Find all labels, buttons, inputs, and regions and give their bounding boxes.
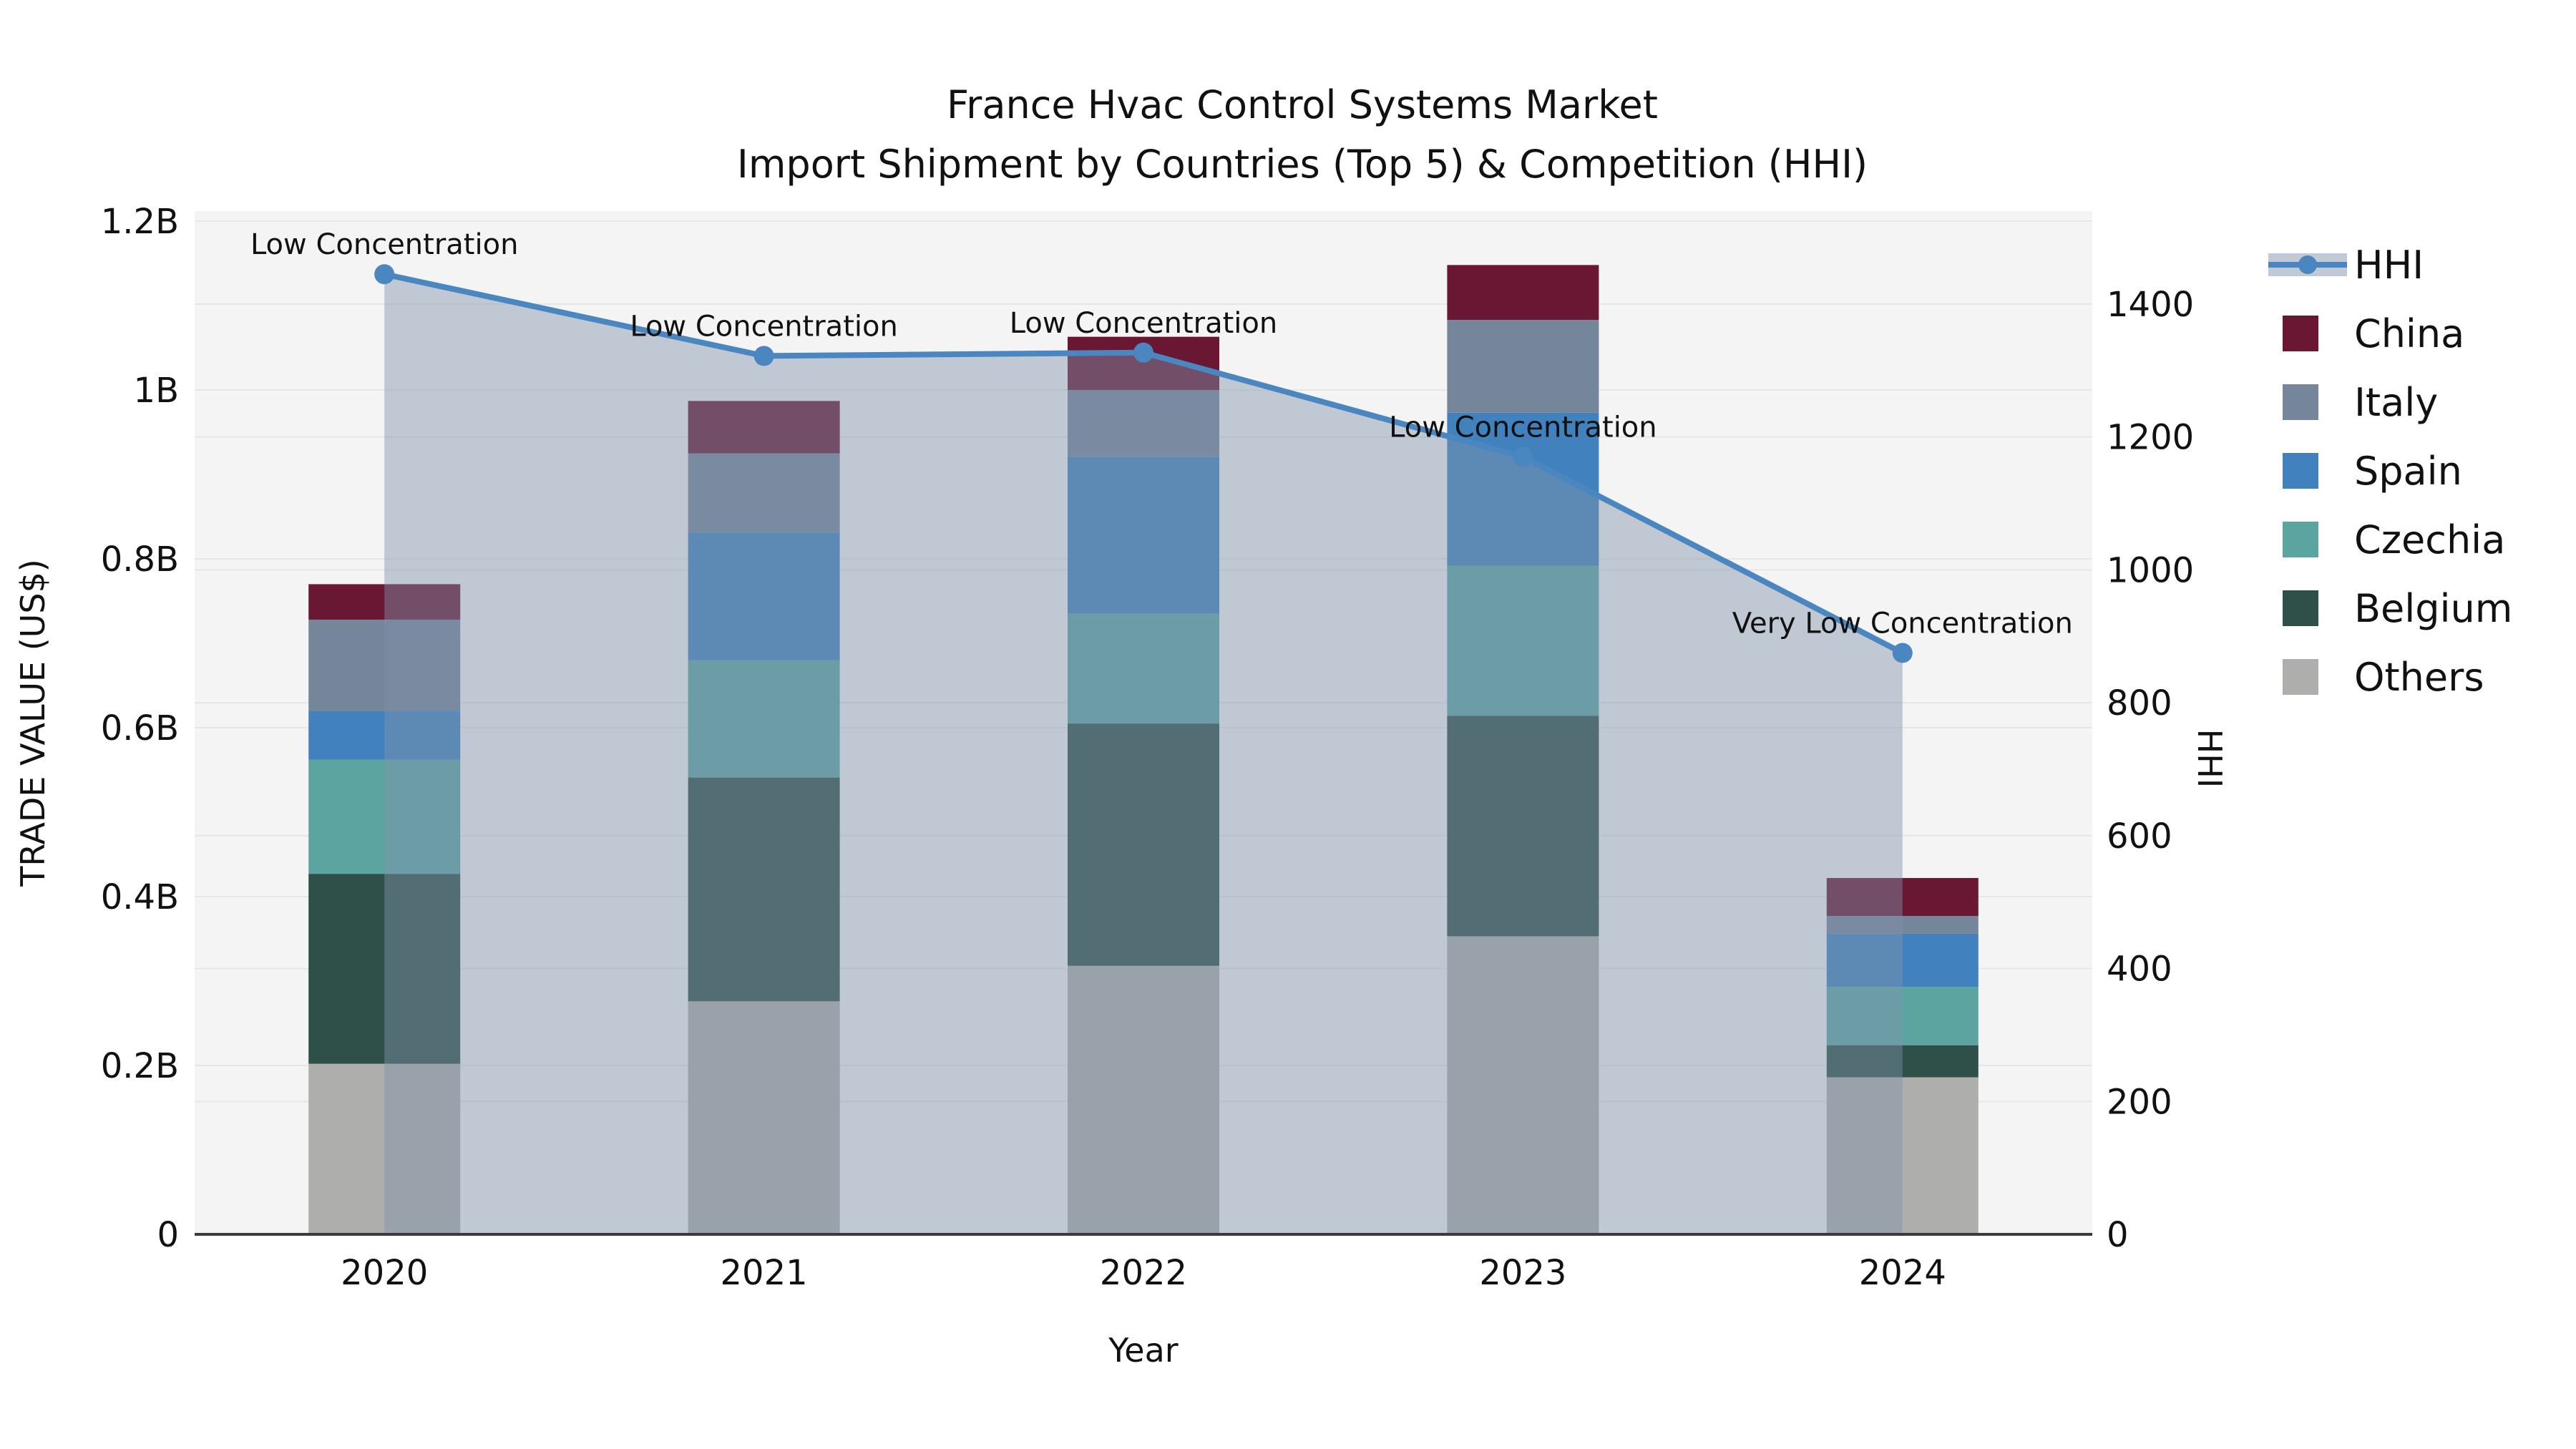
bar-segment-2020-belgium <box>308 874 461 1064</box>
bar-segment-2023-belgium <box>1447 716 1599 937</box>
bar-segment-2021-spain <box>688 532 840 660</box>
hhi-area <box>384 274 1903 1234</box>
annotation-2020: Low Concentration <box>250 228 518 261</box>
bar-segment-2021-belgium <box>688 777 840 1002</box>
bar-segment-2023-italy <box>1447 320 1599 413</box>
left-tick-label: 0.2B <box>101 1046 179 1086</box>
x-tick-label-2023: 2023 <box>1479 1253 1566 1293</box>
bar-segment-2023-china <box>1447 265 1599 321</box>
bar-segment-2024-italy <box>1826 916 1979 934</box>
bar-segment-2020-czechia <box>308 759 461 874</box>
hhi-marker-2022 <box>1133 342 1153 363</box>
bar-segment-2024-czechia <box>1826 987 1979 1045</box>
hhi-annotations: Low Concentration Low Concentration Low Co… <box>250 228 2073 640</box>
right-axis-title: HHI <box>2190 729 2229 789</box>
bar-segment-2023-spain <box>1447 412 1599 566</box>
legend-swatch-spain <box>2283 453 2318 489</box>
bar-segment-2021-czechia <box>688 660 840 778</box>
legend-label-czechia: Czechia <box>2354 517 2505 562</box>
bar-segment-2023-czechia <box>1447 565 1599 716</box>
bar-segment-2022-spain <box>1068 457 1219 614</box>
legend-swatch-belgium <box>2283 590 2318 626</box>
bar-segment-2023-others <box>1447 936 1599 1234</box>
bar-segment-2020-china <box>308 584 461 620</box>
legend-label-hhi: HHI <box>2354 243 2424 288</box>
chart-title: France Hvac Control Systems Market <box>947 82 1658 127</box>
x-tick-label-2024: 2024 <box>1859 1253 1946 1293</box>
x-axis-title: Year <box>1108 1331 1178 1370</box>
legend-label-italy: Italy <box>2354 380 2438 425</box>
bar-segment-2024-spain <box>1826 933 1979 987</box>
annotation-2022: Low Concentration <box>1010 307 1277 340</box>
x-axis-tick-labels: 2020 2021 2022 2023 2024 <box>341 1253 1946 1293</box>
right-tick-label: 400 <box>2107 950 2172 990</box>
annotation-2021: Low Concentration <box>630 310 897 343</box>
left-tick-label: 0.8B <box>101 540 179 580</box>
bar-segment-2021-china <box>688 401 840 454</box>
right-tick-label: 200 <box>2107 1082 2172 1122</box>
bar-segment-2024-belgium <box>1826 1045 1979 1078</box>
legend: HHI China Italy Spain Czechia Belgium Others <box>2268 243 2512 700</box>
left-axis-tick-labels: 0 0.2B 0.4B 0.6B 0.8B 1B 1.2B <box>101 202 179 1255</box>
bar-segment-2021-italy <box>688 453 840 533</box>
legend-swatch-others <box>2283 659 2318 695</box>
x-tick-label-2022: 2022 <box>1100 1253 1187 1293</box>
right-tick-label: 1200 <box>2107 418 2194 458</box>
bar-segment-2021-others <box>688 1001 840 1234</box>
bar-segment-2022-others <box>1068 965 1219 1234</box>
hhi-marker-2020 <box>374 264 395 285</box>
bar-segment-2022-belgium <box>1068 723 1219 966</box>
left-tick-label: 1.2B <box>101 202 179 242</box>
left-axis-title: TRADE VALUE (US$) <box>14 559 52 887</box>
annotation-2024: Very Low Concentration <box>1732 608 2073 640</box>
hhi-line <box>374 264 1913 663</box>
hhi-marker-2021 <box>753 346 774 366</box>
legend-label-others: Others <box>2354 655 2484 700</box>
hhi-area-fill <box>384 274 1903 1234</box>
right-axis-tick-labels: 0 200 400 600 800 1000 1200 1400 <box>2107 285 2194 1255</box>
right-tick-label: 800 <box>2107 683 2172 723</box>
legend-swatch-china <box>2283 316 2318 351</box>
left-tick-label: 0.6B <box>101 708 179 748</box>
bar-segment-2024-china <box>1826 878 1979 917</box>
bar-segment-2020-italy <box>308 619 461 711</box>
bar-segment-2022-czechia <box>1068 613 1219 724</box>
bar-segment-2022-italy <box>1068 390 1219 457</box>
legend-swatch-italy <box>2283 384 2318 420</box>
x-tick-label-2021: 2021 <box>721 1253 808 1293</box>
chart-subtitle: Import Shipment by Countries (Top 5) & C… <box>737 142 1868 187</box>
annotation-2023: Low Concentration <box>1389 411 1657 444</box>
legend-label-belgium: Belgium <box>2354 586 2512 631</box>
right-tick-label: 1000 <box>2107 550 2194 590</box>
legend-label-china: China <box>2354 311 2464 356</box>
bar-segment-2024-others <box>1826 1077 1979 1234</box>
right-tick-label: 0 <box>2107 1215 2129 1255</box>
right-tick-label: 600 <box>2107 816 2172 857</box>
left-tick-label: 0.4B <box>101 877 179 917</box>
stacked-bars <box>308 265 1979 1234</box>
right-tick-label: 1400 <box>2107 285 2194 325</box>
legend-label-spain: Spain <box>2354 449 2462 494</box>
left-tick-label: 0 <box>157 1215 179 1255</box>
bar-segment-2020-others <box>308 1063 461 1234</box>
legend-swatch-czechia <box>2283 522 2318 557</box>
left-tick-label: 1B <box>134 371 179 411</box>
hhi-marker-2024 <box>1892 643 1913 663</box>
bar-segment-2020-spain <box>308 711 461 760</box>
x-tick-label-2020: 2020 <box>341 1253 428 1293</box>
legend-hhi-marker <box>2298 255 2317 274</box>
hhi-marker-2023 <box>1513 447 1533 467</box>
